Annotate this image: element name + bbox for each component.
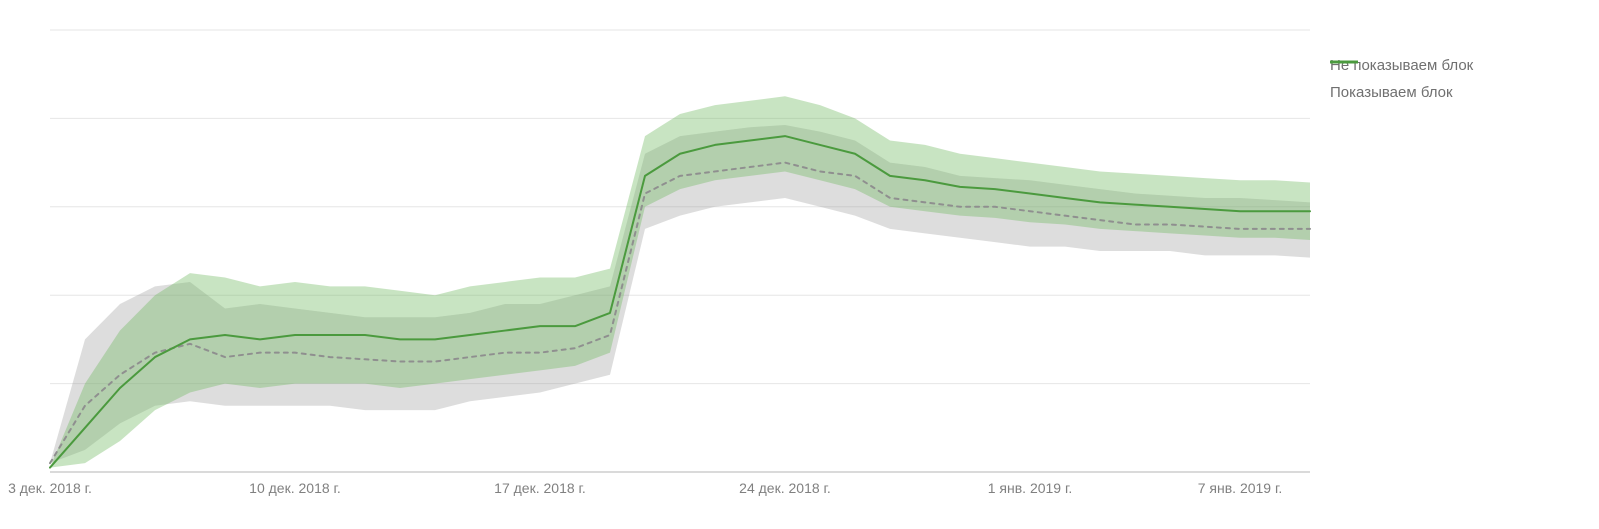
x-tick-label: 10 дек. 2018 г. — [249, 480, 341, 496]
legend-label: Показываем блок — [1330, 82, 1453, 105]
x-tick-label: 17 дек. 2018 г. — [494, 480, 586, 496]
x-tick-label: 1 янв. 2019 г. — [988, 480, 1073, 496]
legend: Не показываем блокПоказываем блок — [1330, 55, 1473, 108]
x-tick-label: 3 дек. 2018 г. — [8, 480, 92, 496]
time-series-chart: Не показываем блокПоказываем блок 3 дек.… — [0, 0, 1599, 529]
x-tick-label: 24 дек. 2018 г. — [739, 480, 831, 496]
x-tick-label: 7 янв. 2019 г. — [1198, 480, 1283, 496]
legend-item: Показываем блок — [1330, 82, 1473, 105]
